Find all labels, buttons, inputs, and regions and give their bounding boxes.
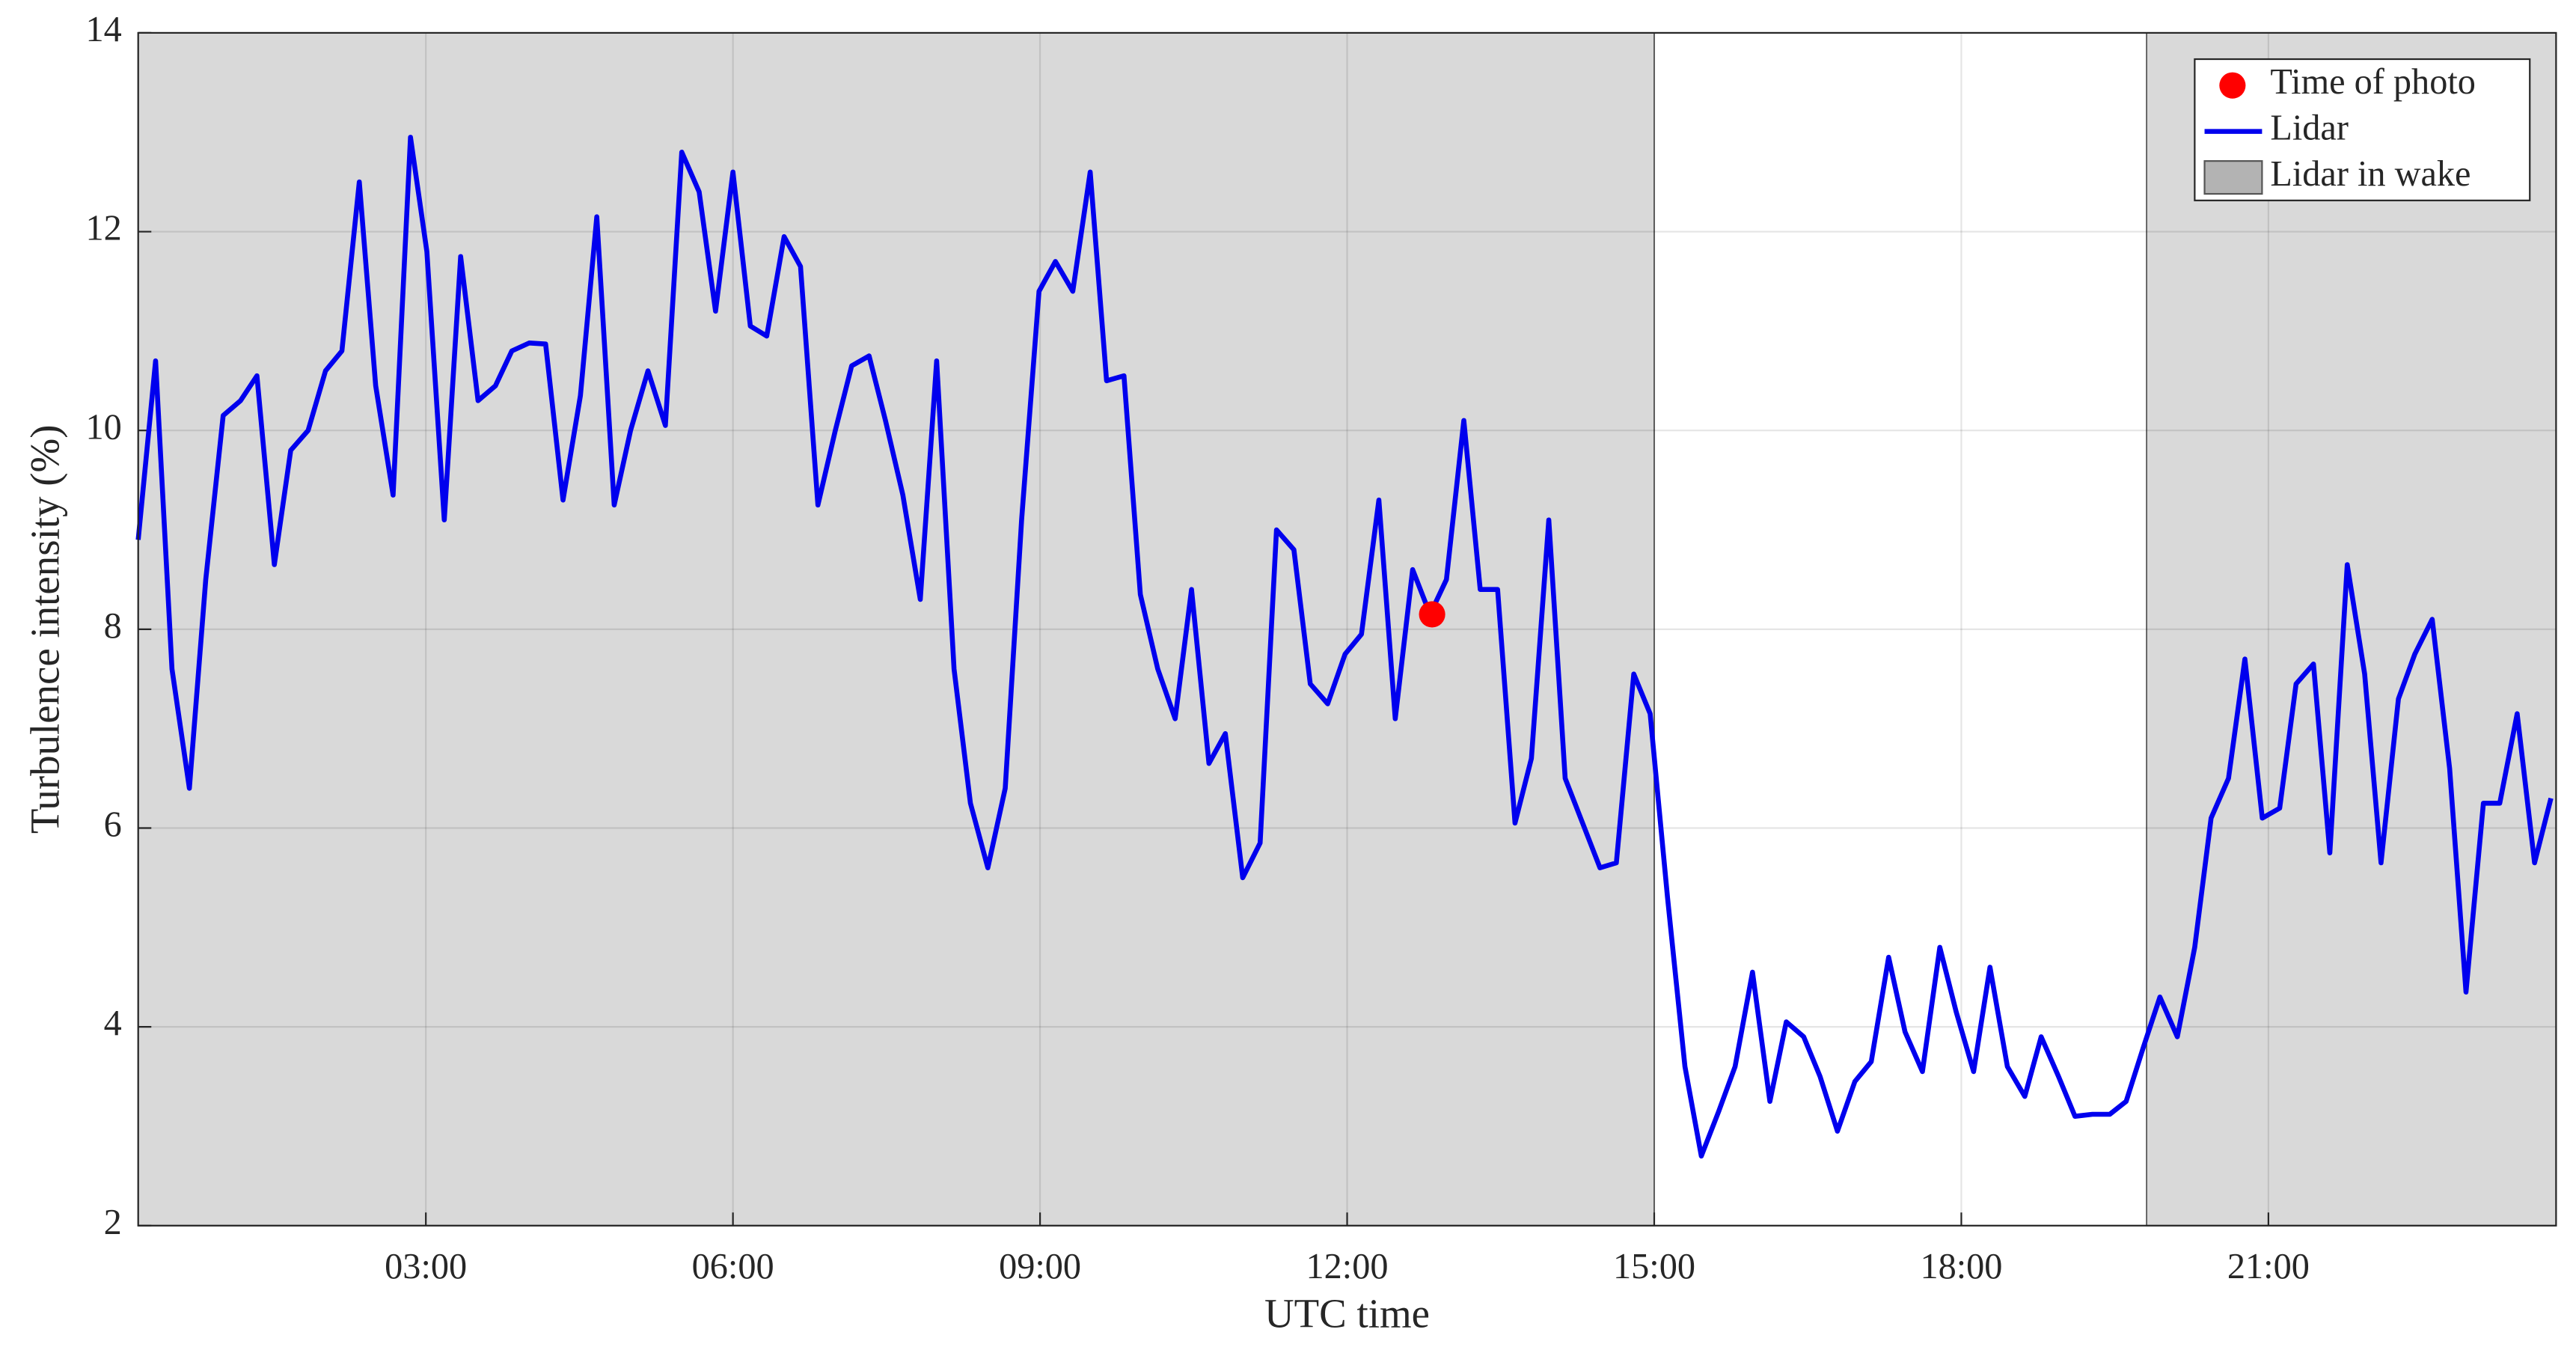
y-axis-label: Turbulence intensity (%) xyxy=(22,425,68,834)
y-tick-label: 6 xyxy=(104,805,122,845)
x-tick-label: 12:00 xyxy=(1306,1247,1389,1286)
legend-marker xyxy=(2219,72,2246,99)
x-tick-label: 09:00 xyxy=(999,1247,1081,1286)
x-tick-label: 18:00 xyxy=(1920,1247,2002,1286)
legend-label: Time of photo xyxy=(2270,62,2476,102)
wake-span xyxy=(137,32,1655,1227)
legend-label: Lidar xyxy=(2270,109,2349,148)
x-tick-label: 03:00 xyxy=(385,1247,467,1286)
legend-label: Lidar in wake xyxy=(2270,154,2471,194)
axes-box xyxy=(137,31,2557,1227)
x-tick-label: 06:00 xyxy=(692,1247,774,1286)
photo-point xyxy=(1419,601,1445,628)
legend-marker xyxy=(2203,160,2263,195)
line-series xyxy=(135,135,2554,1159)
y-tick-label: 12 xyxy=(85,209,121,248)
x-tick-label: 15:00 xyxy=(1613,1247,1695,1286)
x-tick-label: 21:00 xyxy=(2227,1247,2310,1286)
x-axis-label: UTC time xyxy=(1264,1290,1430,1336)
y-tick-label: 4 xyxy=(104,1004,122,1043)
y-tick-label: 2 xyxy=(104,1203,122,1242)
y-tick-label: 8 xyxy=(104,606,122,646)
y-tick-label: 10 xyxy=(85,407,121,447)
y-tick-label: 14 xyxy=(85,10,121,49)
